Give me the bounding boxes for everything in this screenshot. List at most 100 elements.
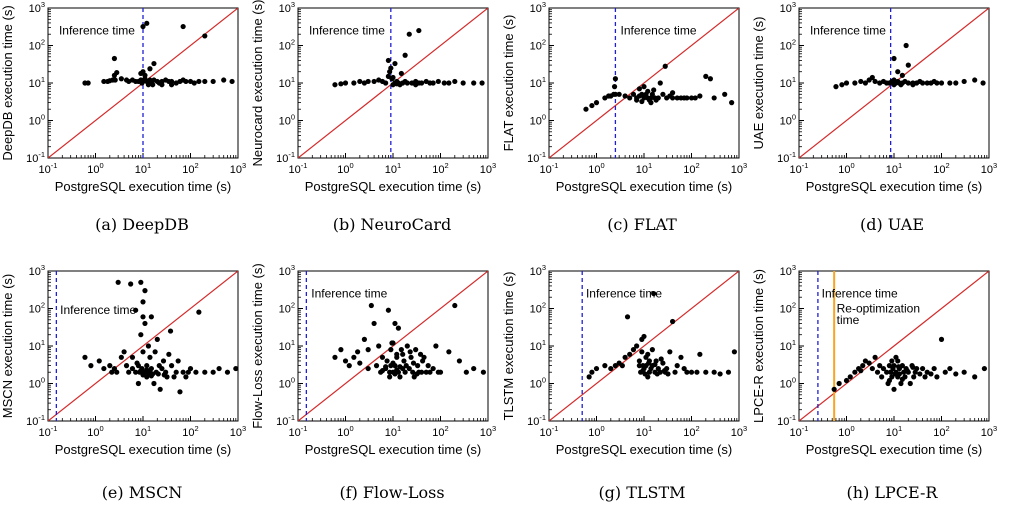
data-point: [684, 369, 690, 375]
diagonal-line: [799, 271, 989, 421]
x-tick-label: 100: [337, 424, 353, 439]
data-point: [183, 374, 189, 380]
data-point: [661, 368, 668, 374]
y-axis-label: MSCN execution time (s): [0, 274, 15, 418]
y-tick-label: 10-1: [26, 413, 45, 428]
data-point: [383, 364, 389, 370]
data-point: [196, 78, 202, 85]
data-point: [643, 354, 649, 360]
x-tick-label: 10-1: [790, 424, 809, 439]
data-point: [858, 78, 864, 85]
data-point: [833, 84, 839, 90]
data-point: [622, 93, 628, 99]
panel-d: 10-110-1 100 100 101 101 102 102 103 103 Inferenc…: [751, 0, 997, 194]
y-tick-label: 102: [279, 301, 295, 316]
data-point: [180, 369, 186, 375]
x-tick-label: 10-1: [289, 161, 308, 176]
y-tick-label: 100: [29, 113, 45, 128]
annotation-label: Inference time: [822, 287, 898, 301]
data-point: [121, 349, 127, 355]
data-point: [479, 80, 485, 86]
y-tick-label: 102: [29, 301, 45, 316]
y-tick-label: 102: [780, 301, 796, 316]
data-point: [893, 354, 899, 360]
y-tick-label: 10-1: [276, 413, 295, 428]
x-tick-label: 101: [385, 161, 401, 176]
data-point: [402, 52, 408, 58]
data-point: [144, 20, 150, 26]
data-point: [678, 354, 684, 360]
data-point: [889, 358, 895, 364]
data-point: [869, 365, 875, 372]
data-point: [847, 374, 853, 380]
data-point: [416, 27, 422, 34]
data-point: [140, 299, 146, 305]
y-tick-label: 10-1: [527, 150, 546, 165]
data-point: [657, 80, 663, 86]
data-point: [681, 365, 687, 372]
data-point: [729, 100, 735, 106]
data-point: [101, 365, 107, 372]
data-point: [630, 347, 637, 353]
data-point: [133, 307, 139, 313]
data-point: [869, 74, 875, 81]
caption-g: (g) TLSTM: [598, 483, 686, 502]
caption-a: (a) DeepDB: [95, 215, 189, 234]
data-point: [401, 358, 407, 364]
data-point: [394, 81, 400, 87]
data-point: [639, 98, 645, 105]
data-point: [96, 358, 102, 364]
data-point: [138, 279, 144, 285]
y-axis-label: DeepDB execution time (s): [0, 5, 15, 160]
data-point: [398, 70, 404, 77]
x-tick-label: 103: [230, 161, 246, 176]
data-point: [85, 80, 91, 86]
data-point: [138, 368, 144, 374]
data-point: [123, 363, 130, 369]
y-tick-label: 102: [29, 38, 45, 53]
data-point: [669, 90, 676, 96]
data-point: [115, 279, 121, 285]
data-point: [630, 91, 637, 97]
data-point: [167, 328, 174, 334]
data-point: [658, 356, 664, 362]
data-point: [972, 374, 978, 380]
data-point: [402, 369, 408, 375]
data-point: [418, 80, 425, 86]
data-point: [446, 80, 452, 86]
data-point: [410, 369, 416, 375]
x-axis-label: PostgreSQL execution time (s): [305, 442, 482, 457]
y-tick-label: 101: [530, 75, 546, 90]
data-point: [145, 82, 152, 88]
data-point: [907, 380, 913, 387]
data-point: [82, 354, 88, 360]
data-point: [697, 351, 703, 357]
data-point: [858, 368, 864, 374]
x-tick-label: 102: [432, 424, 448, 439]
annotation-label: time: [837, 313, 860, 327]
data-point: [365, 78, 371, 85]
data-point: [394, 367, 400, 373]
data-point: [919, 365, 926, 372]
x-tick-label: 100: [87, 424, 103, 439]
y-tick-label: 100: [780, 113, 796, 128]
data-point: [874, 369, 881, 375]
data-point: [145, 343, 152, 349]
x-tick-label: 103: [480, 161, 496, 176]
data-point: [140, 23, 146, 30]
data-point: [722, 91, 728, 97]
data-point: [471, 365, 477, 372]
data-point: [651, 290, 657, 297]
data-point: [898, 380, 904, 387]
data-point: [652, 361, 658, 368]
data-point: [627, 95, 633, 101]
diagonal-line: [298, 271, 488, 421]
data-point: [210, 78, 216, 85]
y-tick-label: 10-1: [276, 150, 295, 165]
data-point: [910, 364, 916, 370]
data-point: [452, 302, 458, 309]
data-point: [471, 80, 477, 86]
data-point: [144, 363, 150, 369]
data-point: [654, 371, 660, 377]
data-point: [338, 347, 344, 353]
